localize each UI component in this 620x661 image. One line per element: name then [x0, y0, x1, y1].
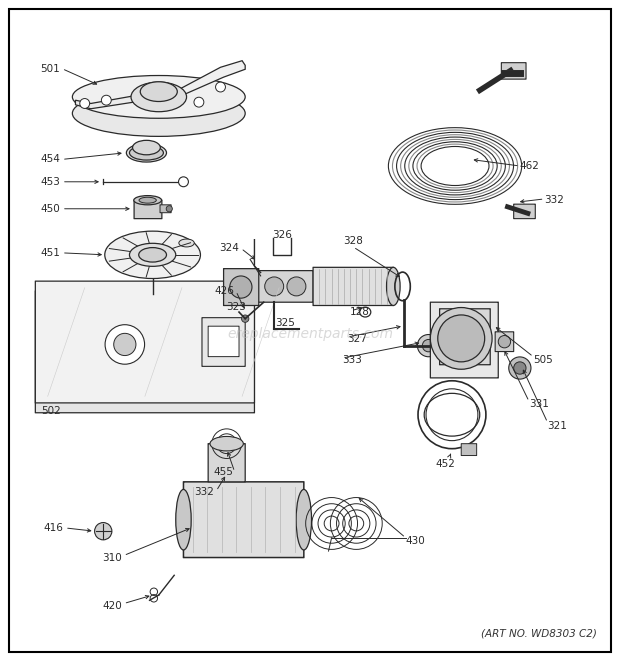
FancyBboxPatch shape	[440, 309, 490, 365]
Text: 128: 128	[350, 307, 370, 317]
Ellipse shape	[130, 243, 175, 266]
Circle shape	[216, 82, 226, 92]
Text: 505: 505	[533, 355, 553, 365]
Text: 453: 453	[40, 176, 60, 187]
FancyBboxPatch shape	[502, 63, 526, 79]
Ellipse shape	[140, 82, 177, 102]
Ellipse shape	[296, 489, 311, 550]
Ellipse shape	[179, 239, 194, 247]
Circle shape	[514, 362, 526, 374]
Circle shape	[438, 315, 485, 362]
Ellipse shape	[210, 436, 243, 451]
Circle shape	[113, 333, 136, 356]
FancyBboxPatch shape	[257, 270, 313, 302]
Ellipse shape	[130, 145, 164, 160]
Text: 452: 452	[436, 459, 456, 469]
Polygon shape	[171, 61, 245, 100]
Text: 332: 332	[195, 486, 215, 496]
Text: 416: 416	[43, 523, 63, 533]
Circle shape	[287, 277, 306, 296]
Circle shape	[509, 357, 531, 379]
Circle shape	[194, 97, 204, 107]
Text: 502: 502	[42, 406, 61, 416]
Circle shape	[498, 336, 511, 348]
Circle shape	[80, 98, 90, 108]
FancyBboxPatch shape	[495, 332, 514, 352]
FancyBboxPatch shape	[208, 444, 245, 482]
FancyBboxPatch shape	[35, 291, 254, 412]
Text: 455: 455	[213, 467, 233, 477]
Ellipse shape	[139, 248, 167, 262]
Text: 331: 331	[529, 399, 549, 409]
Text: 501: 501	[40, 63, 60, 73]
Text: 332: 332	[544, 195, 564, 205]
Text: 328: 328	[343, 236, 363, 247]
FancyBboxPatch shape	[461, 444, 477, 455]
Circle shape	[166, 206, 172, 212]
Text: 454: 454	[40, 155, 60, 165]
Circle shape	[422, 340, 435, 352]
Text: 321: 321	[547, 421, 567, 431]
Ellipse shape	[105, 231, 200, 278]
Text: ereplacementparts.com: ereplacementparts.com	[227, 327, 393, 341]
Circle shape	[430, 307, 492, 369]
Circle shape	[241, 315, 249, 323]
FancyBboxPatch shape	[224, 268, 259, 305]
FancyBboxPatch shape	[35, 281, 254, 403]
FancyBboxPatch shape	[430, 302, 498, 378]
Ellipse shape	[175, 489, 191, 550]
Text: (ART NO. WD8303 C2): (ART NO. WD8303 C2)	[481, 629, 597, 639]
Text: 310: 310	[102, 553, 122, 563]
Circle shape	[230, 276, 252, 298]
Text: 430: 430	[405, 536, 425, 546]
Ellipse shape	[386, 267, 400, 305]
Ellipse shape	[73, 75, 245, 118]
Text: 426: 426	[214, 286, 234, 296]
Text: 323: 323	[226, 303, 246, 313]
Circle shape	[95, 523, 112, 540]
Circle shape	[417, 334, 440, 357]
Text: 325: 325	[275, 317, 294, 328]
Polygon shape	[76, 94, 146, 109]
Circle shape	[102, 95, 111, 105]
FancyBboxPatch shape	[514, 204, 535, 219]
Text: 462: 462	[520, 161, 540, 171]
Text: 326: 326	[272, 229, 292, 240]
Text: 324: 324	[219, 243, 239, 253]
FancyBboxPatch shape	[208, 326, 239, 357]
Text: 450: 450	[40, 204, 60, 214]
Text: 420: 420	[102, 601, 122, 611]
FancyBboxPatch shape	[202, 318, 245, 366]
Ellipse shape	[134, 196, 162, 205]
FancyBboxPatch shape	[184, 482, 304, 557]
Ellipse shape	[126, 143, 167, 162]
Circle shape	[265, 277, 284, 296]
FancyBboxPatch shape	[134, 200, 162, 219]
Ellipse shape	[73, 91, 245, 136]
FancyBboxPatch shape	[160, 205, 171, 213]
Circle shape	[105, 325, 144, 364]
Text: 451: 451	[40, 248, 60, 258]
Ellipse shape	[139, 197, 156, 203]
Text: 327: 327	[347, 334, 367, 344]
Text: 333: 333	[342, 355, 362, 365]
Ellipse shape	[131, 82, 187, 112]
FancyBboxPatch shape	[313, 267, 393, 305]
Ellipse shape	[133, 140, 161, 155]
